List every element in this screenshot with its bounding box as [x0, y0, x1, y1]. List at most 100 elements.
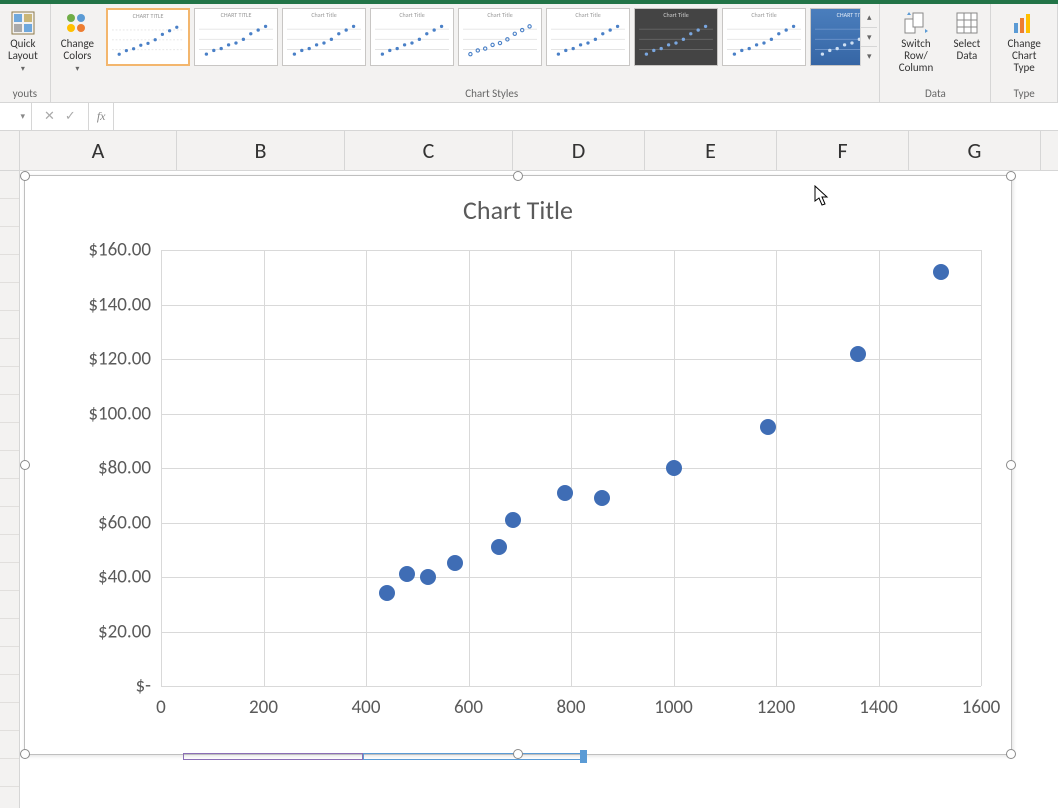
- row-header[interactable]: [0, 647, 19, 675]
- chart-style-thumb[interactable]: CHART TITLE: [810, 8, 860, 66]
- row-header[interactable]: [0, 731, 19, 759]
- worksheet[interactable]: ABCDEFG Chart Title 02004006008001000120…: [0, 131, 1058, 808]
- column-header[interactable]: B: [177, 131, 345, 170]
- data-group: Switch Row/ Column Select Data: [880, 4, 991, 102]
- data-point[interactable]: [399, 566, 415, 582]
- row-header[interactable]: [0, 423, 19, 451]
- row-header[interactable]: [0, 535, 19, 563]
- data-point[interactable]: [420, 569, 436, 585]
- chart-style-thumb[interactable]: Chart Title: [634, 8, 718, 66]
- chart-resize-handle[interactable]: [20, 460, 30, 470]
- cancel-formula-icon[interactable]: ✕: [44, 109, 55, 124]
- row-header[interactable]: [0, 311, 19, 339]
- fx-label[interactable]: fx: [88, 103, 114, 130]
- column-header[interactable]: D: [513, 131, 645, 170]
- column-header[interactable]: F: [777, 131, 909, 170]
- row-header[interactable]: [0, 451, 19, 479]
- x-axis-tick: 1000: [654, 696, 693, 719]
- gridline: [161, 523, 981, 524]
- row-header[interactable]: [0, 507, 19, 535]
- row-header[interactable]: [0, 227, 19, 255]
- row-header[interactable]: [0, 283, 19, 311]
- name-box[interactable]: ▾: [0, 103, 32, 130]
- plot-area[interactable]: 02004006008001000120014001600 $- $20.00 …: [161, 250, 981, 686]
- column-header[interactable]: G: [909, 131, 1041, 170]
- data-point[interactable]: [760, 419, 776, 435]
- data-point[interactable]: [505, 512, 521, 528]
- gallery-scroll-down[interactable]: ▾: [861, 28, 877, 48]
- chart-style-thumb-title: Chart Title: [635, 11, 717, 19]
- chart-style-thumb-title: CHART TITLE: [108, 12, 188, 20]
- select-all-corner[interactable]: [0, 131, 20, 170]
- select-data-button[interactable]: Select Data: [950, 8, 985, 76]
- chart-style-thumb[interactable]: Chart Title: [722, 8, 806, 66]
- chart-styles-group-label: Chart Styles: [104, 87, 879, 100]
- change-chart-type-button[interactable]: Change Chart Type: [997, 8, 1051, 76]
- row-header[interactable]: [0, 199, 19, 227]
- row-header[interactable]: [0, 759, 19, 787]
- quick-layout-button[interactable]: Quick Layout ▾: [2, 8, 44, 76]
- row-header[interactable]: [0, 787, 19, 808]
- chart-style-thumb[interactable]: Chart Title: [282, 8, 366, 66]
- chart-resize-handle[interactable]: [1006, 749, 1016, 759]
- chart-style-thumb[interactable]: CHART TITLE: [194, 8, 278, 66]
- row-header[interactable]: [0, 703, 19, 731]
- chart-resize-handle[interactable]: [20, 749, 30, 759]
- gridline: [161, 414, 981, 415]
- x-axis-tick: 800: [557, 696, 586, 719]
- chart-resize-handle[interactable]: [513, 749, 523, 759]
- chart-style-thumb[interactable]: CHART TITLE: [106, 8, 190, 66]
- enter-formula-icon[interactable]: ✓: [65, 109, 76, 124]
- column-header[interactable]: C: [345, 131, 513, 170]
- change-chart-type-icon: [1011, 10, 1037, 36]
- chart-style-thumb[interactable]: Chart Title: [458, 8, 542, 66]
- chart-resize-handle[interactable]: [513, 171, 523, 181]
- row-header[interactable]: [0, 591, 19, 619]
- x-axis-tick: 1600: [962, 696, 1001, 719]
- chart-resize-handle[interactable]: [1006, 171, 1016, 181]
- chart-resize-handle[interactable]: [1006, 460, 1016, 470]
- row-header[interactable]: [0, 367, 19, 395]
- ribbon: Quick Layout ▾ youts Change Colors ▾: [0, 4, 1058, 103]
- data-point[interactable]: [850, 346, 866, 362]
- formula-input[interactable]: [113, 103, 1058, 130]
- chart-style-thumb[interactable]: Chart Title: [370, 8, 454, 66]
- chevron-down-icon: ▾: [75, 64, 79, 74]
- chart-object[interactable]: Chart Title 0200400600800100012001400160…: [24, 175, 1012, 755]
- column-headers[interactable]: ABCDEFG: [0, 131, 1058, 171]
- row-header[interactable]: [0, 255, 19, 283]
- gridline: [161, 468, 981, 469]
- change-colors-button[interactable]: Change Colors ▾: [57, 8, 98, 76]
- y-axis-tick: $160.00: [88, 239, 161, 262]
- chart-style-thumb[interactable]: Chart Title: [546, 8, 630, 66]
- gridline: [161, 632, 981, 633]
- gallery-scroll-more[interactable]: ▾: [861, 47, 877, 66]
- change-colors-label2: Colors: [63, 49, 91, 62]
- data-point[interactable]: [594, 490, 610, 506]
- chart-styles-gallery[interactable]: CHART TITLECHART TITLEChart TitleChart T…: [106, 8, 860, 66]
- row-header[interactable]: [0, 619, 19, 647]
- chart-title[interactable]: Chart Title: [25, 176, 1011, 226]
- row-header[interactable]: [0, 563, 19, 591]
- column-header[interactable]: E: [645, 131, 777, 170]
- data-point[interactable]: [379, 585, 395, 601]
- row-header[interactable]: [0, 675, 19, 703]
- chart-style-thumb-title: Chart Title: [283, 11, 365, 19]
- data-point[interactable]: [557, 485, 573, 501]
- row-header[interactable]: [0, 479, 19, 507]
- row-headers[interactable]: [0, 171, 20, 808]
- chevron-down-icon: ▾: [21, 64, 25, 74]
- row-header[interactable]: [0, 339, 19, 367]
- column-header[interactable]: A: [20, 131, 177, 170]
- data-point[interactable]: [491, 539, 507, 555]
- cells-area[interactable]: Chart Title 0200400600800100012001400160…: [20, 171, 1058, 808]
- gallery-scroll-up[interactable]: ▴: [861, 8, 877, 28]
- switch-row-column-button[interactable]: Switch Row/ Column: [886, 8, 945, 76]
- chart-resize-handle[interactable]: [20, 171, 30, 181]
- row-header[interactable]: [0, 171, 19, 199]
- gallery-scroll[interactable]: ▴ ▾ ▾: [860, 8, 877, 66]
- data-point[interactable]: [666, 460, 682, 476]
- data-point[interactable]: [933, 264, 949, 280]
- data-point[interactable]: [447, 555, 463, 571]
- row-header[interactable]: [0, 395, 19, 423]
